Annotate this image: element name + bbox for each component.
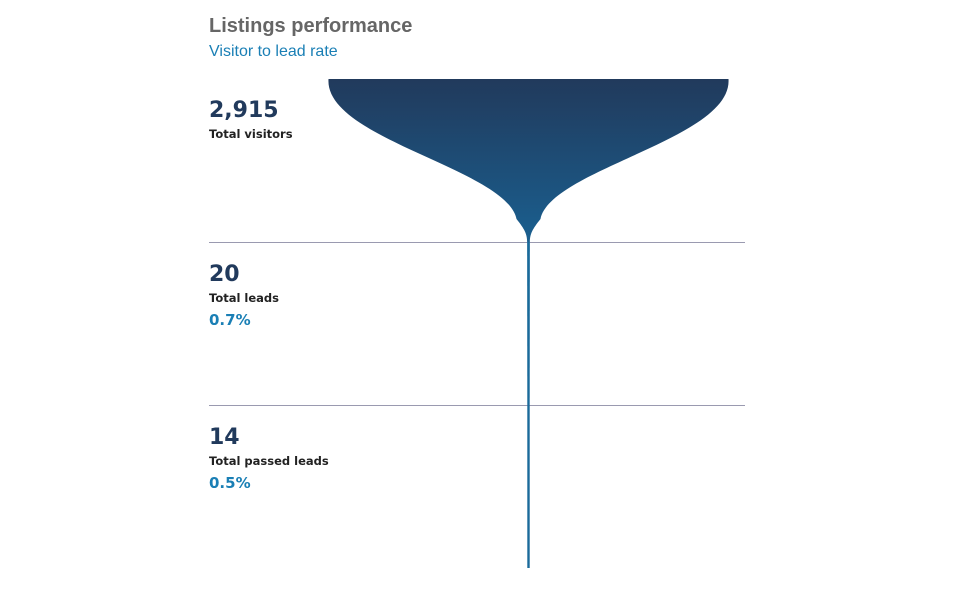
stage-value: 14	[209, 425, 240, 450]
stage-label: Total visitors	[209, 127, 293, 141]
funnel-segment-1	[527, 242, 530, 405]
funnel-stage-2: 14 Total passed leads 0.5%	[209, 425, 409, 492]
stage-rate: 0.7%	[209, 311, 251, 329]
funnel-stage-0: 2,915 Total visitors	[209, 98, 409, 142]
stage-rate: 0.5%	[209, 474, 251, 492]
funnel-segment-2	[527, 405, 530, 568]
stage-value: 2,915	[209, 98, 279, 123]
chart-subtitle: Visitor to lead rate	[209, 43, 338, 60]
stage-label: Total leads	[209, 291, 279, 305]
stage-value: 20	[209, 262, 240, 287]
chart-title: Listings performance	[209, 15, 413, 37]
funnel-segment-0	[328, 79, 729, 242]
stage-label: Total passed leads	[209, 454, 329, 468]
funnel-stage-1: 20 Total leads 0.7%	[209, 262, 409, 329]
